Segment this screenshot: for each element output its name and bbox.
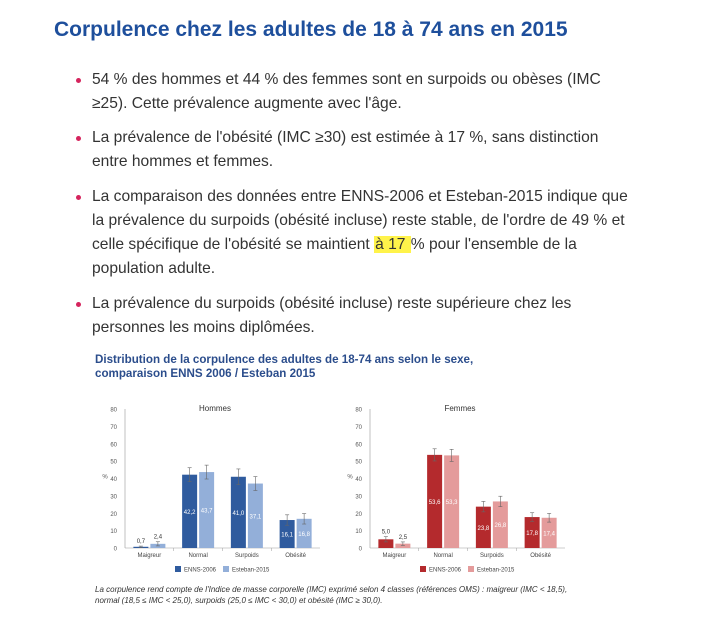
data-label: 16,8 [298,532,310,538]
y-tick-label: 30 [110,494,117,500]
y-tick-label: 80 [355,408,362,414]
bar-esteban-2015 [199,472,215,548]
data-label: 2,4 [154,535,163,541]
bullet-dot-icon [76,195,81,200]
bar-esteban-2015 [541,517,557,548]
y-tick-label: 50 [355,460,362,466]
y-tick-label: 50 [110,460,117,466]
legend-label: ENNS-2006 [429,568,462,574]
figure-title: Distribution de la corpulence des adulte… [95,353,615,381]
data-label: 5,0 [382,530,391,536]
y-tick-label: 70 [355,425,362,431]
data-label: 17,4 [543,531,555,537]
figure-title-line1: Distribution de la corpulence des adulte… [95,353,474,366]
y-axis-label: % [347,475,353,481]
y-tick-label: 40 [355,477,362,483]
bar-enns-2006 [524,517,540,548]
data-label: 42,2 [184,510,196,516]
y-tick-label: 0 [114,547,118,553]
data-label: 37,1 [250,514,262,520]
y-tick-label: 40 [110,477,117,483]
bar-enns-2006 [475,506,491,548]
chart-title: Femmes [444,404,475,413]
figure-note: La corpulence rend compte de l'Indice de… [95,584,595,606]
legend-swatch [468,566,474,572]
page-title: Corpulence chez les adultes de 18 à 74 a… [54,18,568,41]
bar-esteban-2015 [395,543,411,548]
bullet-text: 54 % des hommes et 44 % des femmes sont … [92,71,601,112]
chart-femmes-svg: Femmes 0 10 20 30 40 50 60 70 80% Maigreur 5,0 2,5 No… [347,404,565,574]
bullet-text: % pour l'ensemble de la population adult… [92,236,577,277]
x-tick-label: Maigreur [138,553,162,559]
data-label: 23,8 [478,526,490,532]
y-tick-label: 70 [110,425,117,431]
bullet-text: La comparaison des données entre ENNS-20… [92,188,628,253]
corpulence-figure: Distribution de la corpulence des adulte… [95,353,615,613]
bullet-dot-icon [76,78,81,83]
y-tick-label: 10 [110,529,117,535]
x-tick-label: Surpoids [480,553,504,559]
figure-title-line2: comparaison ENNS 2006 / Esteban 2015 [95,367,316,380]
legend-label: Esteban-2015 [477,568,515,574]
legend-label: ENNS-2006 [184,568,217,574]
data-label: 41,0 [233,511,245,517]
highlighted-text: à 17 [374,236,411,253]
x-tick-label: Normal [188,553,207,559]
chart-hommes-svg: Hommes 0 10 20 30 40 50 60 70 80% Maigreur 0,7 2,4 No… [102,404,320,574]
legend-swatch [175,566,181,572]
data-label: 43,7 [201,509,213,515]
y-tick-label: 10 [355,529,362,535]
x-tick-label: Obésité [530,553,551,559]
bar-enns-2006 [182,474,198,548]
legend-swatch [223,566,229,572]
bar-enns-2006 [279,520,295,548]
y-tick-label: 30 [355,494,362,500]
list-item: La prévalence de l'obésité (IMC ≥30) est… [74,126,634,174]
legend-swatch [420,566,426,572]
x-tick-label: Maigreur [383,553,407,559]
x-tick-label: Normal [433,553,452,559]
bar-esteban-2015 [492,501,508,548]
figure-note-line2: normal (18,5 ≤ IMC < 25,0), surpoids (25… [95,596,383,605]
key-facts-list: 54 % des hommes et 44 % des femmes sont … [74,68,634,340]
data-label: 53,3 [446,500,458,506]
y-tick-label: 80 [110,408,117,414]
bar-esteban-2015 [296,518,312,548]
bullet-dot-icon [76,302,81,307]
legend-label: Esteban-2015 [232,568,270,574]
data-label: 0,7 [137,539,146,545]
y-tick-label: 20 [355,512,362,518]
chart-hommes: Hommes 0 10 20 30 40 50 60 70 80% Maigreur 0,7 2,4 No… [95,393,335,583]
y-tick-label: 60 [110,442,117,448]
chart-title: Hommes [199,404,231,413]
data-label: 2,5 [399,535,408,541]
y-tick-label: 0 [359,547,363,553]
x-tick-label: Obésité [285,553,306,559]
y-axis-label: % [102,475,108,481]
bar-enns-2006 [230,476,246,548]
data-label: 17,8 [526,531,538,537]
y-tick-label: 20 [110,512,117,518]
bar-enns-2006 [378,539,394,548]
list-item: La prévalence du surpoids (obésité inclu… [74,292,634,340]
bar-enns-2006 [427,454,443,548]
data-label: 16,1 [281,533,293,539]
list-item: 54 % des hommes et 44 % des femmes sont … [74,68,634,116]
x-tick-label: Surpoids [235,553,259,559]
bullet-text: La prévalence du surpoids (obésité inclu… [92,295,572,336]
data-label: 26,8 [495,523,507,529]
bar-esteban-2015 [247,483,263,548]
bullet-dot-icon [76,136,81,141]
data-label: 53,6 [429,500,441,506]
bar-esteban-2015 [444,455,460,548]
y-tick-label: 60 [355,442,362,448]
chart-femmes: Femmes 0 10 20 30 40 50 60 70 80% Maigreur 5,0 2,5 No… [340,393,580,583]
figure-note-line1: La corpulence rend compte de l'Indice de… [95,585,568,594]
bullet-text: La prévalence de l'obésité (IMC ≥30) est… [92,129,599,170]
list-item: La comparaison des données entre ENNS-20… [74,185,634,281]
